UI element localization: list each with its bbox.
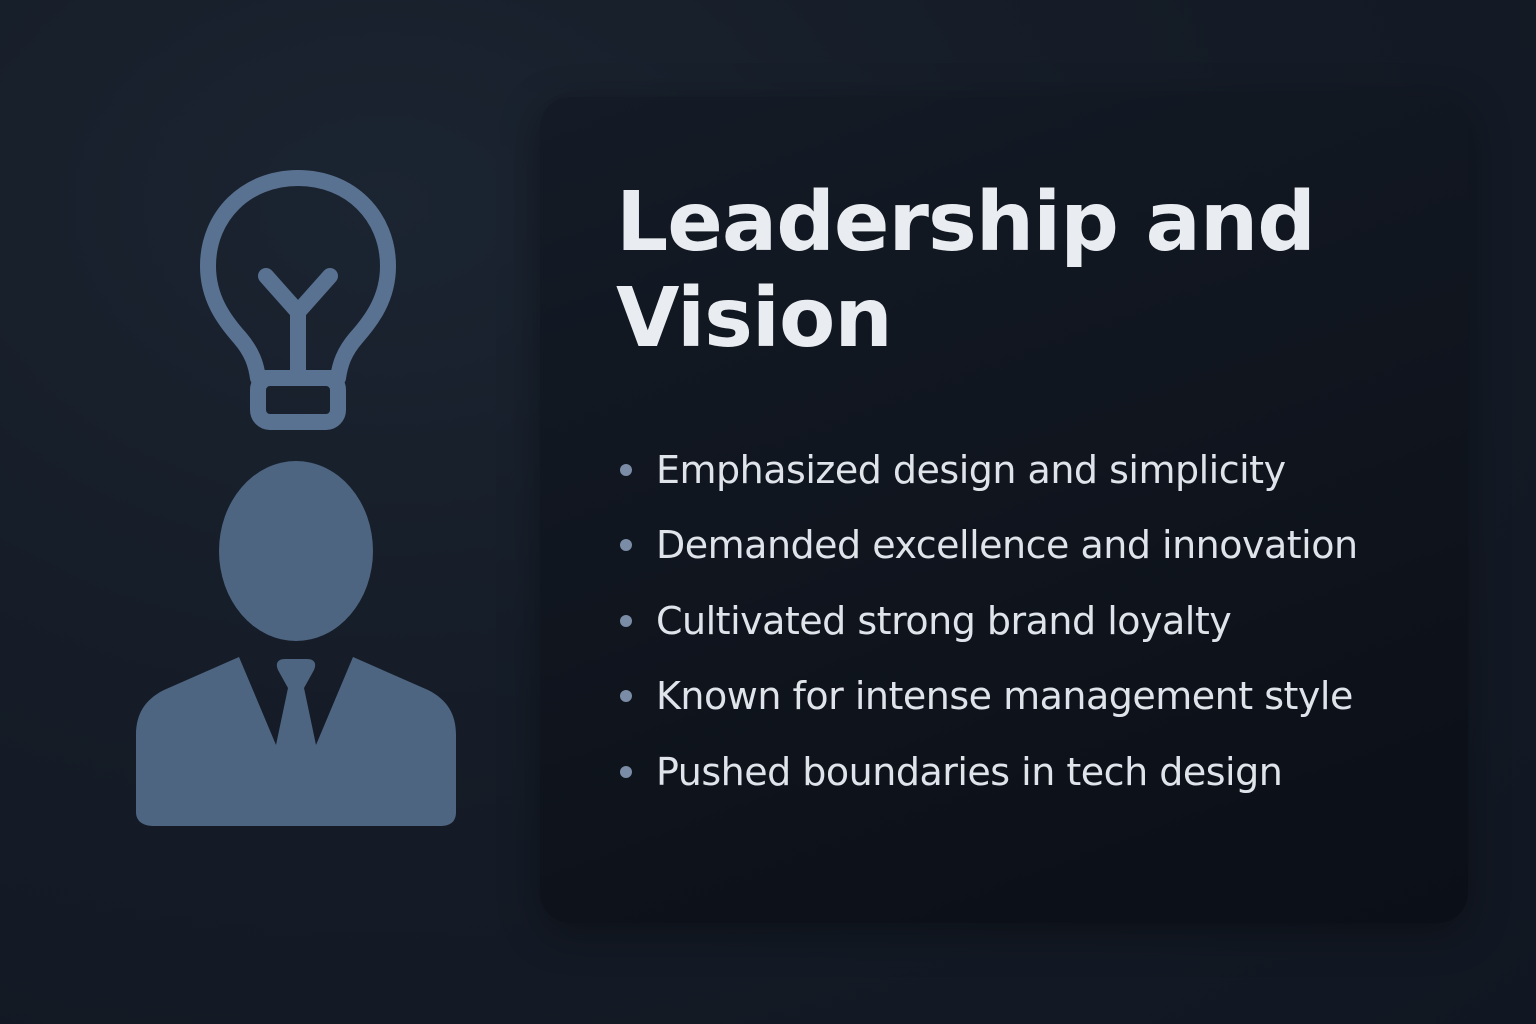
list-item-text: Known for intense management style <box>656 674 1353 719</box>
leadership-illustration <box>120 160 480 840</box>
bullet-dot <box>620 539 632 552</box>
list-item: Emphasized design and simplicity <box>616 432 1456 508</box>
list-item-text: Demanded excellence and innovation <box>656 523 1358 568</box>
list-item-text: Emphasized design and simplicity <box>656 447 1286 492</box>
card-title: Leadership and Vision <box>616 175 1316 366</box>
bullet-dot <box>620 765 632 778</box>
lightbulb-icon <box>200 170 396 430</box>
list-item-text: Cultivated strong brand loyalty <box>656 598 1232 643</box>
bullet-list: Emphasized design and simplicity Demande… <box>616 432 1456 810</box>
bullet-dot <box>620 614 632 627</box>
bullet-dot <box>620 690 632 703</box>
list-item: Cultivated strong brand loyalty <box>616 583 1456 659</box>
list-item-text: Pushed boundaries in tech design <box>656 749 1283 794</box>
businessman-icon <box>136 461 456 826</box>
list-item: Pushed boundaries in tech design <box>616 734 1456 810</box>
list-item: Known for intense management style <box>616 659 1456 735</box>
bullet-dot <box>620 463 632 476</box>
list-item: Demanded excellence and innovation <box>616 508 1456 584</box>
content-card: Leadership and Vision Emphasized design … <box>540 97 1468 923</box>
